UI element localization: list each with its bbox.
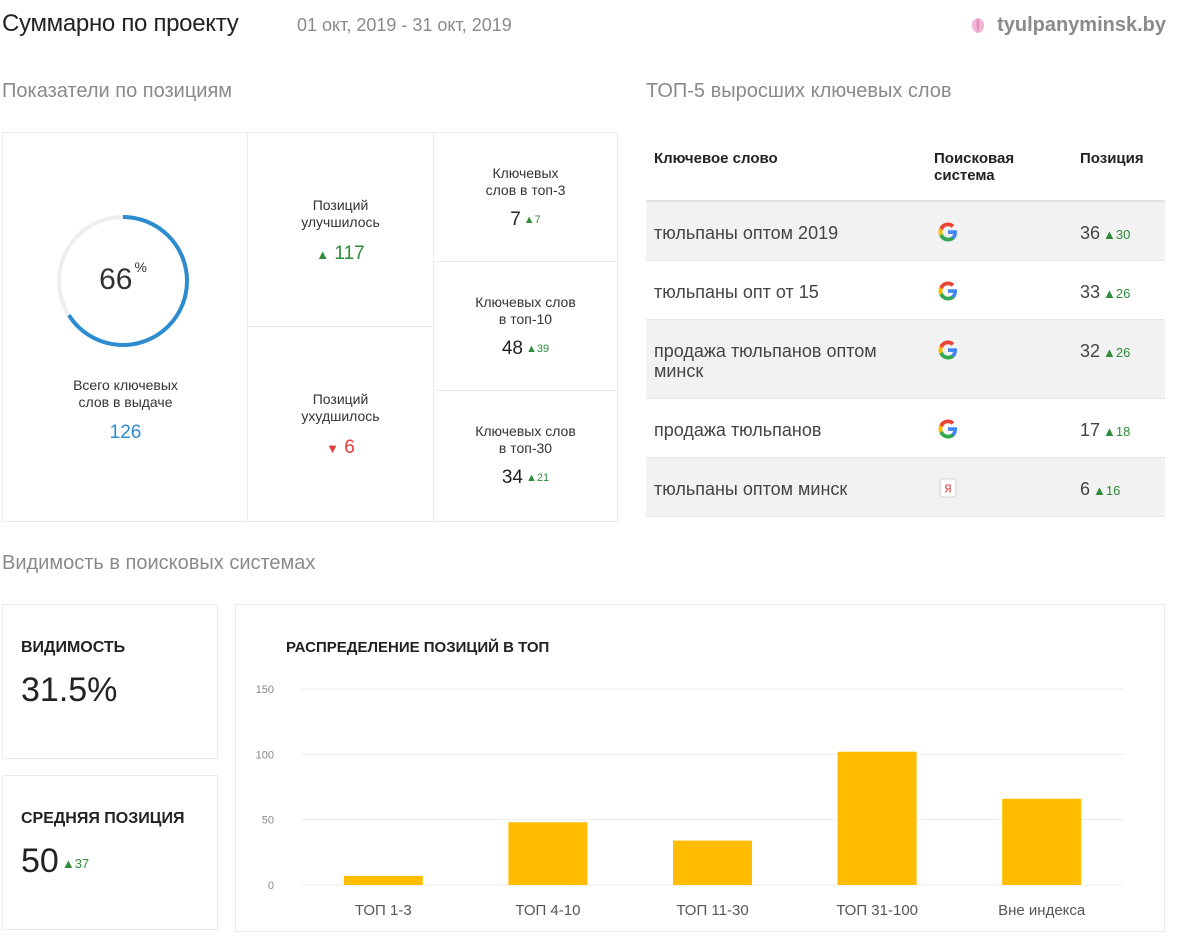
improved-label: Позиций улучшилось (301, 197, 380, 230)
site-name: tyulpanyminsk.by (997, 14, 1166, 36)
improved-value: ▲ 117 (316, 243, 365, 264)
report-header: Суммарно по проекту 01 окт, 2019 - 31 ок… (0, 8, 1200, 44)
keyword-cell: тюльпаны опт от 15 (654, 282, 819, 302)
improved-cell: Позиций улучшилось ▲ 117 (248, 133, 434, 327)
position-cell: 32 ▲26 (1080, 341, 1131, 361)
positions-distribution-chart-card: РАСПРЕДЕЛЕНИЕ ПОЗИЦИЙ В ТОП 0 50 100 150 ТОП… (235, 604, 1165, 932)
chart-title: РАСПРЕДЕЛЕНИЕ ПОЗИЦИЙ В ТОП (286, 639, 550, 656)
y-tick-label: 50 (262, 815, 274, 827)
worsened-label: Позиций ухудшилось (301, 391, 380, 424)
visibility-label: ВИДИМОСТЬ (21, 639, 126, 656)
bar[interactable] (673, 840, 752, 885)
page-title: Суммарно по проекту (2, 10, 239, 37)
positions-section-title: Показатели по позициям (2, 80, 233, 102)
arrow-up-icon: ▲ (61, 855, 75, 871)
keyword-cell: продажа тюльпанов оптом минск (654, 341, 877, 381)
table-row[interactable]: продажа тюльпанов 17 ▲18 (646, 399, 1165, 458)
visibility-section-title: Видимость в поисковых системах (2, 552, 316, 574)
worsened-cell: Позиций ухудшилось ▼ 6 (248, 327, 434, 521)
total-keywords-value: 126 (109, 422, 142, 443)
position-metrics: 66% Всего ключевых слов в выдаче 126 Поз… (2, 132, 618, 522)
keyword-cell: продажа тюльпанов (654, 420, 822, 440)
total-keywords-label: Всего ключевых слов в выдаче (73, 377, 178, 410)
col-keyword[interactable]: Ключевое слово (654, 150, 778, 167)
date-range: 01 окт, 2019 - 31 окт, 2019 (297, 15, 512, 35)
table-row[interactable]: продажа тюльпанов оптом минск 32 ▲26 (646, 320, 1165, 399)
x-tick-label: ТОП 31-100 (836, 902, 918, 919)
arrow-up-icon: ▲ (316, 247, 330, 262)
table-header: Ключевое слово Поисковая система Позиция (646, 132, 1165, 202)
top3-value: 7 ▲7 (510, 209, 541, 230)
position-cell: 36 ▲30 (1080, 223, 1131, 243)
google-icon (938, 222, 957, 242)
x-tick-label: Вне индекса (998, 902, 1086, 919)
bar[interactable] (508, 822, 588, 885)
worsened-value: ▼ 6 (326, 437, 355, 458)
bar[interactable] (343, 875, 423, 885)
google-icon (938, 340, 957, 360)
y-tick-label: 150 (256, 684, 274, 696)
yandex-icon: Я (939, 478, 957, 498)
top5-section-title: ТОП-5 выросших ключевых слов (646, 80, 952, 102)
table-row[interactable]: тюльпаны оптом 2019 36 ▲30 (646, 202, 1165, 261)
col-engine[interactable]: Поисковая система (934, 150, 1015, 184)
table-row[interactable]: тюльпаны оптом минск Я 6 ▲16 (646, 458, 1165, 517)
avg-position-card: СРЕДНЯЯ ПОЗИЦИЯ 50 ▲37 (2, 775, 218, 930)
table-row[interactable]: тюльпаны опт от 15 33 ▲26 (646, 261, 1165, 320)
arrow-up-icon: ▲ (1093, 482, 1106, 498)
arrow-up-icon: ▲ (523, 213, 535, 226)
arrow-up-icon: ▲ (1103, 344, 1116, 360)
position-cell: 33 ▲26 (1080, 282, 1131, 302)
x-tick-label: ТОП 4-10 (515, 902, 580, 919)
x-tick-label: ТОП 1-3 (355, 902, 412, 919)
position-cell: 6 ▲16 (1080, 479, 1121, 499)
top10-cell: Ключевых слов в топ-10 48 ▲39 (434, 262, 617, 391)
google-icon (938, 281, 957, 301)
col-position[interactable]: Позиция (1080, 150, 1144, 167)
avg-position-label: СРЕДНЯЯ ПОЗИЦИЯ (21, 810, 185, 827)
keyword-cell: тюльпаны оптом минск (654, 479, 848, 499)
x-tick-label: ТОП 11-30 (676, 902, 748, 919)
y-tick-label: 100 (256, 749, 274, 761)
arrow-up-icon: ▲ (526, 342, 537, 355)
top5-keywords-table: Ключевое слово Поисковая система Позиция… (646, 132, 1165, 517)
positions-bar-chart: 0 50 100 150 ТОП 1-3 ТОП 4-10 ТОП 11-30 ТОП 31-… (256, 684, 1124, 919)
visibility-card: ВИДИМОСТЬ 31.5% (2, 604, 218, 759)
top10-value: 48 ▲39 (501, 338, 550, 359)
percent-value: 66% (99, 259, 147, 296)
arrow-up-icon: ▲ (1103, 226, 1116, 242)
tulip-logo-icon (971, 17, 985, 33)
arrow-up-icon: ▲ (1103, 285, 1116, 301)
visibility-value: 31.5% (21, 671, 118, 709)
avg-position-value: 50 ▲37 (21, 842, 90, 880)
top10-label: Ключевых слов в топ-10 (475, 294, 576, 327)
top30-value: 34 ▲21 (501, 467, 550, 488)
keyword-cell: тюльпаны оптом 2019 (654, 223, 839, 243)
position-cell: 17 ▲18 (1080, 420, 1131, 440)
top30-cell: Ключевых слов в топ-30 34 ▲21 (434, 391, 617, 521)
top30-label: Ключевых слов в топ-30 (475, 423, 576, 456)
total-keywords-cell: 66% Всего ключевых слов в выдаче 126 (3, 133, 248, 521)
site-label[interactable]: tyulpanyminsk.by (967, 14, 1166, 37)
bar[interactable] (1002, 798, 1082, 885)
google-icon (938, 419, 957, 439)
top3-label: Ключевых слов в топ-3 (485, 165, 566, 198)
top3-cell: Ключевых слов в топ-3 7 ▲7 (434, 133, 617, 262)
arrow-up-icon: ▲ (1103, 423, 1116, 439)
y-tick-label: 0 (268, 880, 274, 892)
svg-text:Я: Я (944, 483, 952, 496)
bar[interactable] (837, 751, 917, 885)
arrow-up-icon: ▲ (526, 471, 537, 484)
arrow-down-icon: ▼ (326, 441, 339, 456)
percent-donut (57, 215, 189, 347)
